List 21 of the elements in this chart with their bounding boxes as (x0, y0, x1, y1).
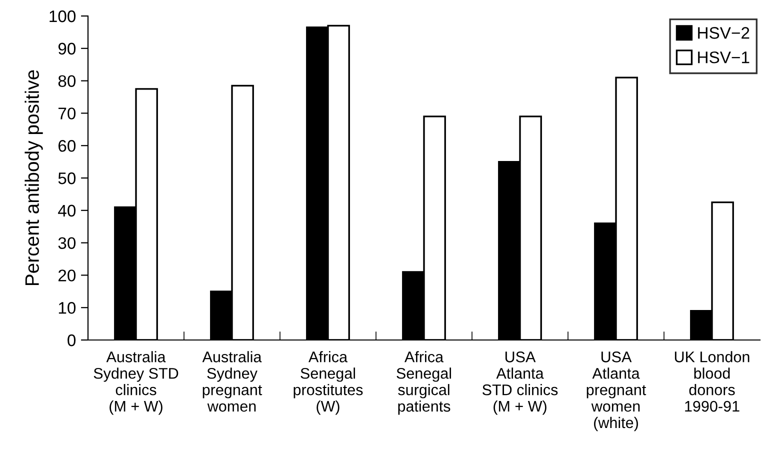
y-tick-label: 80 (58, 75, 76, 88)
legend-label: HSV−1 (698, 51, 750, 64)
x-tick-label: UK London blood donors 1990-91 (674, 351, 750, 412)
y-tick-label: 70 (58, 108, 76, 120)
y-tick-label: 20 (58, 270, 76, 282)
x-tick-label: Australia Sydney STD clinics (M + W) (94, 351, 178, 415)
x-tick-label: Africa Senegal surgical patients (396, 351, 452, 415)
y-axis-title: Percent antibody positive (24, 70, 43, 286)
x-tick-label: Australia Sydney pregnant women (202, 351, 262, 412)
y-tick-label: 50 (58, 172, 76, 184)
y-tick-label: 90 (58, 42, 76, 55)
x-tick-label: USA Atlanta STD clinics (M + W) (482, 352, 558, 415)
y-tick-label: 10 (58, 302, 76, 314)
y-tick-label: 0 (68, 334, 76, 346)
x-tick-label: Africa Senegal prostitutes (W) (294, 351, 363, 415)
y-tick-label: 40 (58, 204, 76, 217)
y-tick-label: 60 (58, 140, 76, 152)
x-tick-label: USA Atlanta pregnant women (white) (586, 352, 646, 432)
y-tick-label: 100 (50, 10, 76, 22)
y-tick-label: 30 (58, 237, 76, 250)
legend-label: HSV−2 (698, 27, 750, 39)
